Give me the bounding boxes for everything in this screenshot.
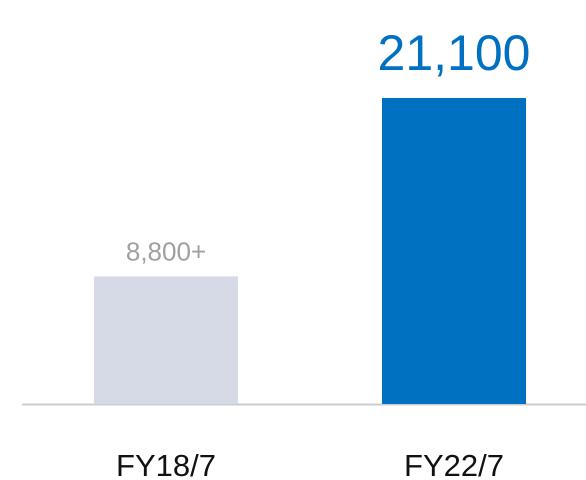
x-tick-label: FY18/7 <box>116 448 216 480</box>
data-label: 8,800+ <box>126 236 206 266</box>
x-tick-label: FY22/7 <box>404 448 504 480</box>
data-label: 21,100 <box>378 25 531 81</box>
bar <box>94 276 238 404</box>
bar <box>382 98 526 404</box>
